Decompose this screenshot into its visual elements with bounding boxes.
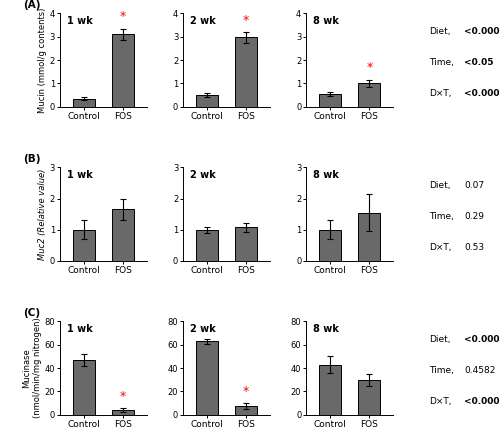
Text: Diet,: Diet, bbox=[429, 27, 450, 37]
Text: 2 wk: 2 wk bbox=[190, 170, 216, 180]
Text: <0.0001: <0.0001 bbox=[464, 335, 500, 344]
Text: 0.07: 0.07 bbox=[464, 182, 484, 190]
Bar bbox=[358, 213, 380, 261]
Bar bbox=[196, 341, 218, 415]
Text: D×T,: D×T, bbox=[429, 243, 452, 252]
Text: *: * bbox=[366, 61, 372, 74]
Text: <0.0001: <0.0001 bbox=[464, 89, 500, 98]
Text: 1 wk: 1 wk bbox=[67, 324, 92, 334]
Text: 0.29: 0.29 bbox=[464, 212, 484, 221]
Text: 8 wk: 8 wk bbox=[313, 16, 339, 26]
Text: D×T,: D×T, bbox=[429, 89, 452, 98]
Text: Diet,: Diet, bbox=[429, 182, 450, 190]
Text: 0.53: 0.53 bbox=[464, 243, 484, 252]
Text: Diet,: Diet, bbox=[429, 335, 450, 344]
Bar bbox=[196, 230, 218, 261]
Bar bbox=[196, 95, 218, 107]
Bar bbox=[73, 360, 94, 415]
Text: *: * bbox=[243, 384, 250, 397]
Text: 2 wk: 2 wk bbox=[190, 324, 216, 334]
Text: *: * bbox=[120, 390, 126, 403]
Text: *: * bbox=[120, 10, 126, 23]
Y-axis label: Mucin (mmol/g contents): Mucin (mmol/g contents) bbox=[38, 8, 47, 113]
Text: <0.05: <0.05 bbox=[464, 58, 494, 67]
Text: (A): (A) bbox=[24, 0, 41, 10]
Bar bbox=[319, 94, 340, 107]
Bar bbox=[112, 210, 134, 261]
Text: 8 wk: 8 wk bbox=[313, 324, 339, 334]
Bar bbox=[319, 230, 340, 261]
Y-axis label: Mucinase
(nmol/min/mg nitrogen): Mucinase (nmol/min/mg nitrogen) bbox=[22, 318, 42, 418]
Text: (C): (C) bbox=[24, 308, 40, 318]
Bar bbox=[73, 230, 94, 261]
Text: 8 wk: 8 wk bbox=[313, 170, 339, 180]
Text: <0.0001: <0.0001 bbox=[464, 397, 500, 406]
Bar bbox=[112, 34, 134, 107]
Text: 1 wk: 1 wk bbox=[67, 170, 92, 180]
Bar bbox=[319, 365, 340, 415]
Text: Time,: Time, bbox=[429, 366, 454, 375]
Bar bbox=[358, 380, 380, 415]
Bar bbox=[73, 99, 94, 107]
Text: Time,: Time, bbox=[429, 58, 454, 67]
Text: 0.4582: 0.4582 bbox=[464, 366, 496, 375]
Bar bbox=[112, 410, 134, 415]
Text: 1 wk: 1 wk bbox=[67, 16, 92, 26]
Text: <0.0001: <0.0001 bbox=[464, 27, 500, 37]
Y-axis label: Muc2 (Relative value): Muc2 (Relative value) bbox=[38, 169, 47, 260]
Text: D×T,: D×T, bbox=[429, 397, 452, 406]
Text: Time,: Time, bbox=[429, 212, 454, 221]
Bar bbox=[236, 406, 257, 415]
Text: *: * bbox=[243, 14, 250, 27]
Bar bbox=[358, 83, 380, 107]
Bar bbox=[236, 227, 257, 261]
Text: 2 wk: 2 wk bbox=[190, 16, 216, 26]
Text: (B): (B) bbox=[24, 154, 41, 164]
Bar bbox=[236, 37, 257, 107]
